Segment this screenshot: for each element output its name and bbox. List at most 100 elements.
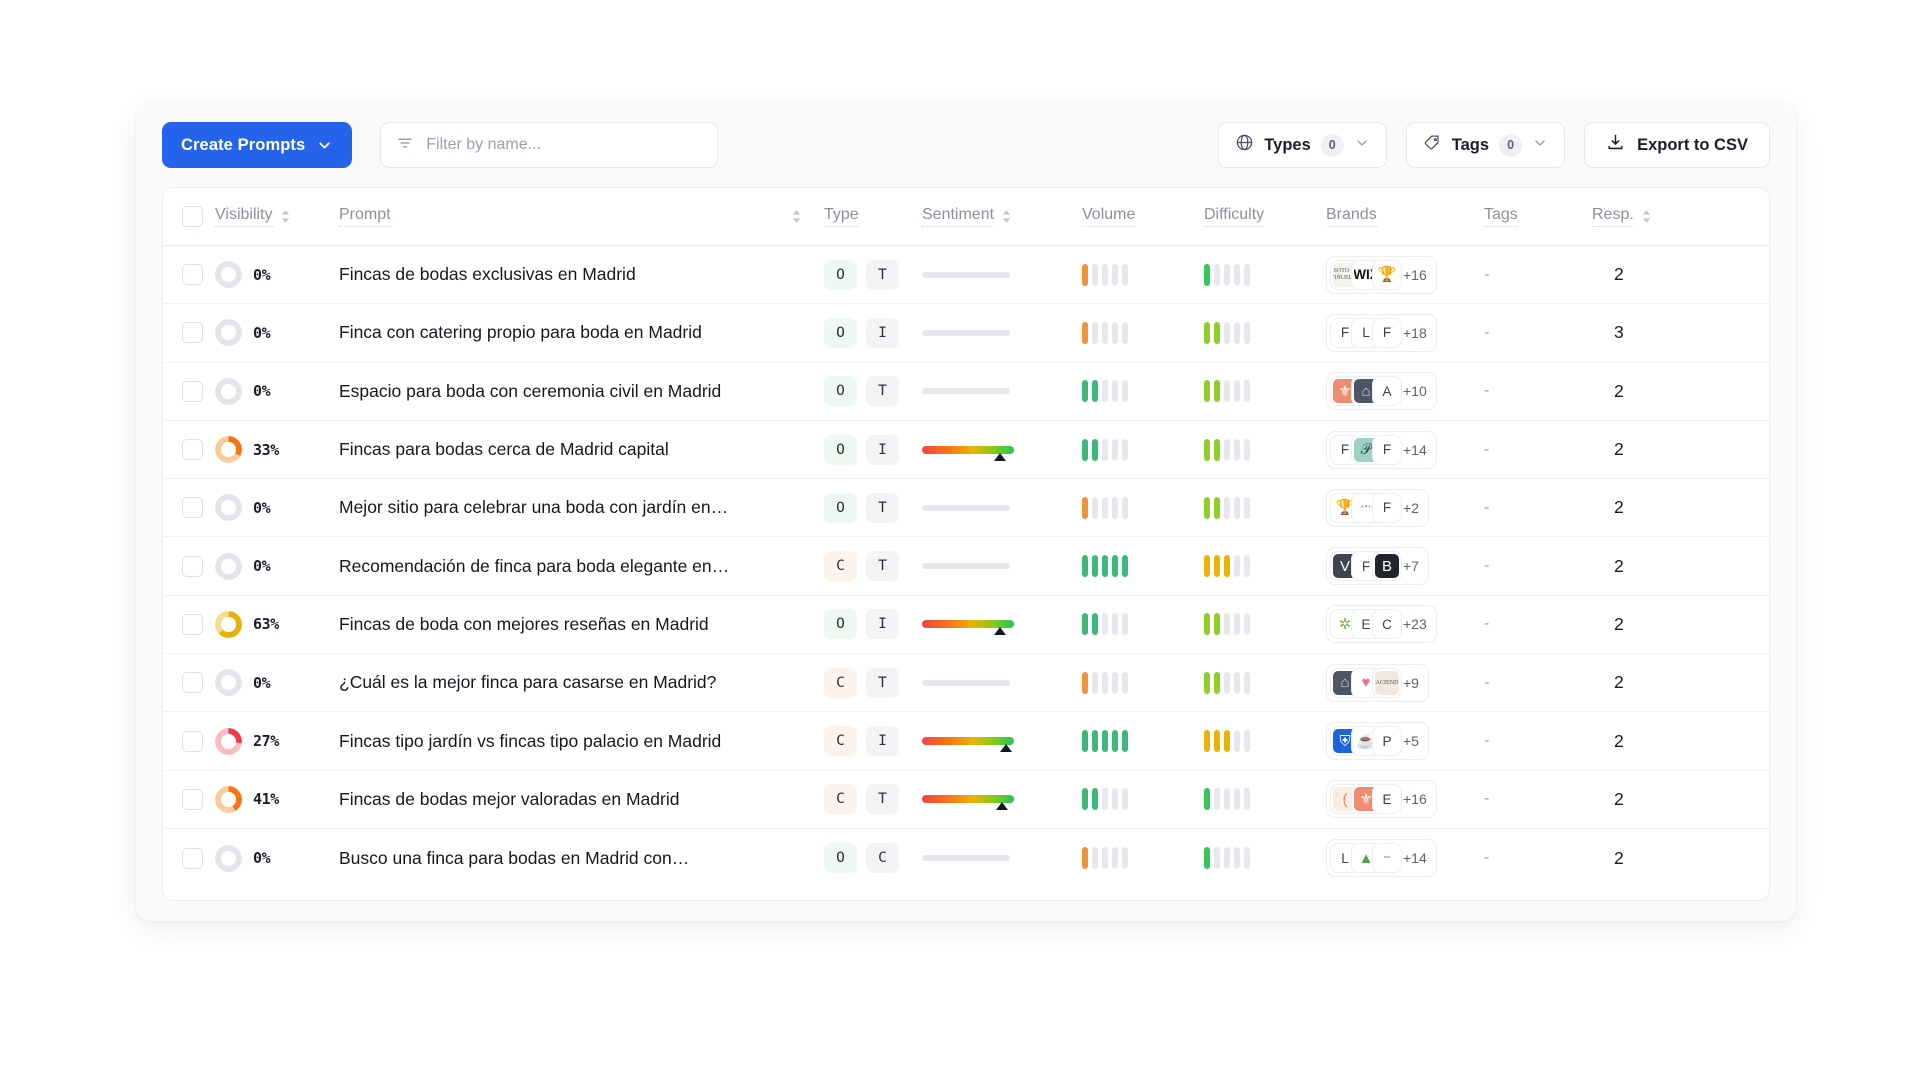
- create-prompts-button[interactable]: Create Prompts: [162, 122, 353, 168]
- prompt-cell[interactable]: Fincas de bodas mejor valoradas en Madri…: [339, 789, 824, 810]
- tags-cell: -: [1484, 732, 1592, 750]
- prompt-cell[interactable]: Fincas de bodas exclusivas en Madrid: [339, 264, 824, 285]
- sort-icon[interactable]: [1641, 209, 1652, 224]
- table-row[interactable]: 27% Fincas tipo jardín vs fincas tipo pal…: [163, 712, 1769, 771]
- brand-avatar-group[interactable]: ⚜ ⌂ A +10: [1326, 372, 1437, 411]
- brand-avatar-glyph: 🏆: [1377, 266, 1397, 284]
- table-row[interactable]: 41% Fincas de bodas mejor valoradas en Ma…: [163, 771, 1769, 829]
- table-header-row: Visibility Prompt Type Sentiment: [163, 188, 1769, 246]
- prompt-cell[interactable]: ¿Cuál es la mejor finca para casarse en …: [339, 672, 824, 693]
- chevron-down-icon: [1532, 135, 1548, 156]
- volume-bars-segment: [1112, 788, 1118, 811]
- sort-icon[interactable]: [791, 209, 802, 224]
- column-header-resp[interactable]: Resp.: [1592, 206, 1702, 227]
- tags-filter-button[interactable]: Tags 0: [1405, 122, 1566, 168]
- row-checkbox[interactable]: [182, 439, 203, 461]
- brands-cell[interactable]: F L F +18: [1326, 313, 1484, 352]
- table-row[interactable]: 63% Fincas de boda con mejores reseñas en…: [163, 596, 1769, 655]
- tags-value: -: [1484, 323, 1490, 341]
- brand-avatar-group[interactable]: F 𝒫 F +14: [1326, 430, 1437, 469]
- difficulty-bars-segment: [1234, 496, 1240, 519]
- prompt-cell[interactable]: Finca con catering propio para boda en M…: [339, 322, 824, 343]
- volume-bars-segment: [1082, 730, 1088, 753]
- visibility-percent: 41%: [253, 790, 279, 809]
- prompt-cell[interactable]: Mejor sitio para celebrar una boda con j…: [339, 497, 824, 518]
- volume-bars: [1082, 321, 1204, 344]
- row-checkbox[interactable]: [182, 322, 203, 344]
- prompt-cell[interactable]: Fincas para bodas cerca de Madrid capita…: [339, 439, 824, 460]
- brand-avatar-label: E: [1382, 791, 1392, 807]
- sentiment-gradient-bar: [922, 445, 1014, 454]
- difficulty-bars-segment: [1224, 496, 1230, 519]
- export-to-csv-button[interactable]: Export to CSV: [1584, 122, 1770, 168]
- volume-bars-segment: [1092, 321, 1098, 344]
- types-filter-button[interactable]: Types 0: [1218, 122, 1387, 168]
- volume-bars-segment: [1122, 438, 1128, 461]
- difficulty-bars: [1204, 788, 1326, 811]
- prompt-cell[interactable]: Recomendación de finca para boda elegant…: [339, 556, 824, 577]
- prompt-cell[interactable]: Espacio para boda con ceremonia civil en…: [339, 381, 824, 402]
- difficulty-bars-segment: [1244, 555, 1250, 578]
- row-checkbox[interactable]: [182, 380, 203, 402]
- table-row[interactable]: 0% Fincas de bodas exclusivas en Madrid O T…: [163, 246, 1769, 305]
- brands-cell[interactable]: ⚜ ⌂ A +10: [1326, 372, 1484, 411]
- row-checkbox[interactable]: [182, 847, 203, 869]
- sentiment-marker: [996, 802, 1008, 811]
- table-row[interactable]: 0% Mejor sitio para celebrar una boda con…: [163, 479, 1769, 538]
- table-row[interactable]: 0% Busco una finca para bodas en Madrid c…: [163, 829, 1769, 887]
- brands-cell[interactable]: V F B +7: [1326, 547, 1484, 586]
- table-row[interactable]: 0% Finca con catering propio para boda en…: [163, 304, 1769, 363]
- brand-avatar-group[interactable]: V F B +7: [1326, 547, 1429, 586]
- select-all-checkbox[interactable]: [182, 206, 203, 227]
- brands-cell[interactable]: L ▲ ≈≈ +14: [1326, 839, 1484, 878]
- brand-avatar-group[interactable]: ⛨ ☕ P +5: [1326, 722, 1429, 761]
- row-checkbox[interactable]: [182, 788, 203, 810]
- difficulty-bars-segment: [1234, 321, 1240, 344]
- type-secondary-badge: T: [866, 376, 899, 407]
- brands-cell[interactable]: ⛨ ☕ P +5: [1326, 722, 1484, 761]
- brand-avatar-group[interactable]: (⚜ E +16: [1326, 780, 1437, 819]
- row-checkbox[interactable]: [182, 497, 203, 519]
- column-header-sentiment[interactable]: Sentiment: [922, 206, 1082, 227]
- sort-icon[interactable]: [1001, 209, 1012, 224]
- column-header-prompt[interactable]: Prompt: [339, 206, 824, 227]
- row-checkbox[interactable]: [182, 555, 203, 577]
- row-checkbox[interactable]: [182, 730, 203, 752]
- brand-avatar-group[interactable]: ⌂ ♥ HACIENDA +9: [1326, 663, 1429, 702]
- brands-cell[interactable]: ⌂ ♥ HACIENDA +9: [1326, 663, 1484, 702]
- row-checkbox[interactable]: [182, 672, 203, 694]
- volume-bars-segment: [1102, 496, 1108, 519]
- row-select-cell: [163, 555, 215, 577]
- volume-cell: [1082, 671, 1204, 694]
- brand-avatar-group[interactable]: SOTO de VIÑUELAS WIX 🏆 +16: [1326, 255, 1437, 294]
- brand-avatar-group[interactable]: F L F +18: [1326, 313, 1437, 352]
- brands-cell[interactable]: ✲ E C +23: [1326, 605, 1484, 644]
- difficulty-bars-segment: [1244, 671, 1250, 694]
- brand-avatar-group[interactable]: ✲ E C +23: [1326, 605, 1437, 644]
- responses-cell: 2: [1592, 614, 1702, 635]
- brands-cell[interactable]: (⚜ E +16: [1326, 780, 1484, 819]
- brand-avatar-group[interactable]: L ▲ ≈≈ +14: [1326, 839, 1437, 878]
- sort-icon[interactable]: [280, 209, 291, 224]
- visibility-cell: 0%: [215, 261, 339, 289]
- prompt-cell[interactable]: Fincas tipo jardín vs fincas tipo palaci…: [339, 731, 824, 752]
- brand-avatar-group[interactable]: 🏆 ·+*+· F +2: [1326, 488, 1429, 527]
- prompt-cell[interactable]: Fincas de boda con mejores reseñas en Ma…: [339, 614, 824, 635]
- filter-by-name-field[interactable]: [380, 122, 719, 168]
- brands-cell[interactable]: SOTO de VIÑUELAS WIX 🏆 +16: [1326, 255, 1484, 294]
- table-row[interactable]: 0% ¿Cuál es la mejor finca para casarse e…: [163, 654, 1769, 713]
- difficulty-bars: [1204, 321, 1326, 344]
- brands-cell[interactable]: 🏆 ·+*+· F +2: [1326, 488, 1484, 527]
- brands-cell[interactable]: F 𝒫 F +14: [1326, 430, 1484, 469]
- table-row[interactable]: 0% Espacio para boda con ceremonia civil …: [163, 363, 1769, 421]
- row-checkbox[interactable]: [182, 264, 203, 286]
- row-checkbox[interactable]: [182, 613, 203, 635]
- prompt-cell[interactable]: Busco una finca para bodas en Madrid con…: [339, 848, 824, 869]
- volume-bars: [1082, 671, 1204, 694]
- table-row[interactable]: 0% Recomendación de finca para boda elega…: [163, 537, 1769, 596]
- table-row[interactable]: 33% Fincas para bodas cerca de Madrid cap…: [163, 421, 1769, 480]
- search-input[interactable]: [426, 136, 703, 154]
- column-header-visibility[interactable]: Visibility: [215, 206, 339, 227]
- volume-cell: [1082, 613, 1204, 636]
